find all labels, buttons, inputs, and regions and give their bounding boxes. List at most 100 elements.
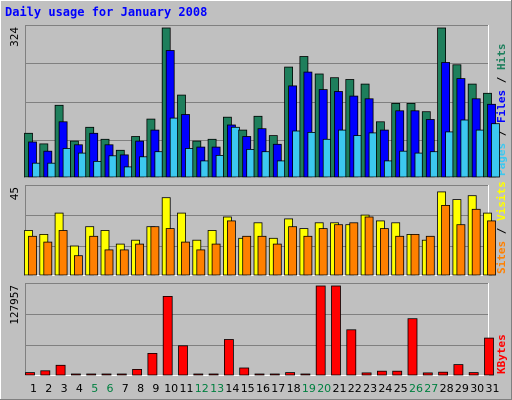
day-label-15: 15 — [241, 382, 255, 395]
bar-pages-day-19 — [307, 131, 317, 178]
bar-sites-day-29 — [456, 224, 466, 276]
bar-sites-day-20 — [318, 228, 328, 276]
bar-pages-day-9 — [154, 151, 164, 178]
bar-pages-day-5 — [93, 160, 103, 178]
bar-pages-day-20 — [322, 138, 332, 178]
chart-title: Daily usage for January 2008 — [5, 5, 207, 19]
bar-pages-day-26 — [414, 152, 424, 178]
day-label-17: 17 — [271, 382, 285, 395]
bar-pages-day-18 — [292, 130, 302, 178]
bar-kbytes-day-31 — [484, 337, 494, 376]
bar-kbytes-day-25 — [392, 370, 403, 376]
day-label-12: 12 — [195, 382, 209, 395]
bar-kbytes-day-29 — [453, 364, 464, 376]
day-label-9: 9 — [152, 382, 159, 395]
bar-pages-day-21 — [338, 129, 347, 178]
bar-kbytes-day-12 — [193, 373, 204, 376]
bar-kbytes-day-13 — [208, 373, 219, 376]
bar-pages-day-7 — [123, 166, 133, 178]
bar-pages-day-30 — [475, 129, 485, 178]
bar-pages-day-25 — [399, 150, 409, 178]
bar-sites-day-25 — [395, 235, 405, 276]
bar-kbytes-day-27 — [422, 372, 433, 376]
bar-sites-day-11 — [181, 241, 190, 276]
bar-kbytes-day-5 — [86, 373, 97, 376]
day-label-23: 23 — [363, 382, 377, 395]
bar-pages-day-22 — [353, 135, 363, 178]
bar-kbytes-day-7 — [116, 373, 127, 376]
bar-pages-day-29 — [460, 119, 470, 178]
day-label-30: 30 — [470, 382, 484, 395]
bar-kbytes-day-17 — [269, 373, 280, 376]
legend-visits: Visits — [495, 181, 508, 221]
bar-sites-day-22 — [349, 222, 359, 276]
bar-kbytes-day-1 — [25, 372, 35, 376]
day-label-19: 19 — [302, 382, 316, 395]
bar-sites-day-9 — [150, 226, 160, 276]
bar-kbytes-day-21 — [331, 285, 341, 376]
bar-kbytes-day-6 — [101, 373, 112, 376]
day-label-25: 25 — [394, 382, 408, 395]
day-label-11: 11 — [180, 382, 194, 395]
bar-pages-day-13 — [215, 154, 225, 178]
bar-pages-day-12 — [200, 160, 210, 178]
legend-files: Files — [495, 90, 508, 123]
legend-hits: Hits — [495, 44, 508, 71]
bar-pages-day-16 — [261, 151, 271, 178]
bar-sites-day-23 — [364, 216, 374, 276]
bar-sites-day-15 — [242, 235, 252, 276]
bar-sites-day-24 — [379, 228, 389, 276]
bar-sites-day-17 — [272, 243, 282, 276]
bar-pages-day-27 — [429, 151, 439, 178]
bar-pages-day-2 — [47, 162, 57, 178]
bar-sites-day-21 — [334, 224, 343, 276]
day-label-31: 31 — [486, 382, 500, 395]
bar-pages-day-6 — [108, 155, 118, 178]
day-label-14: 14 — [225, 382, 239, 395]
bar-sites-day-16 — [257, 235, 267, 276]
legend-kbytes: KBytes — [495, 334, 508, 374]
bar-kbytes-day-9 — [147, 352, 158, 376]
day-axis-labels: 1 2 3 4 5 6 7 8 9 10 11 12 13 14 15 16 17 18 19 20 21 22 23 24 2… — [30, 382, 500, 395]
panel-plot-area — [25, 283, 489, 376]
bar-sites-day-8 — [135, 243, 145, 276]
day-label-10: 10 — [164, 382, 178, 395]
bar-pages-day-8 — [139, 156, 149, 178]
panel-kbytes: 127957 KBytes — [8, 283, 508, 376]
bar-kbytes-day-4 — [71, 373, 81, 376]
day-label-22: 22 — [348, 382, 362, 395]
bar-sites-day-6 — [104, 249, 114, 276]
day-label-4: 4 — [76, 382, 83, 395]
y-max-label: 127957 — [8, 285, 21, 325]
bar-kbytes-day-22 — [346, 329, 357, 376]
bar-pages-day-14 — [230, 126, 240, 178]
bar-pages-day-4 — [78, 152, 87, 178]
day-label-18: 18 — [287, 382, 301, 395]
day-label-21: 21 — [333, 382, 347, 395]
bar-sites-day-1 — [28, 235, 37, 276]
bar-sites-day-14 — [226, 220, 236, 276]
bar-sites-day-5 — [89, 235, 99, 276]
bar-pages-day-23 — [368, 132, 378, 178]
bar-pages-day-1 — [32, 162, 41, 178]
day-label-29: 29 — [455, 382, 469, 395]
bar-kbytes-day-8 — [132, 368, 143, 376]
day-label-1: 1 — [30, 382, 37, 395]
bar-pages-day-17 — [276, 160, 286, 178]
day-label-26: 26 — [409, 382, 423, 395]
bar-pages-day-31 — [491, 123, 500, 178]
bar-sites-day-13 — [211, 243, 221, 276]
day-label-16: 16 — [256, 382, 270, 395]
sites-visits-legend: Sites / Visits — [495, 181, 508, 274]
bar-sites-day-28 — [441, 204, 451, 276]
bar-kbytes-day-11 — [178, 345, 188, 376]
day-label-6: 6 — [107, 382, 114, 395]
day-label-27: 27 — [424, 382, 438, 395]
bar-kbytes-day-16 — [254, 373, 265, 376]
bar-sites-day-4 — [74, 255, 83, 276]
bar-sites-day-12 — [196, 249, 206, 276]
